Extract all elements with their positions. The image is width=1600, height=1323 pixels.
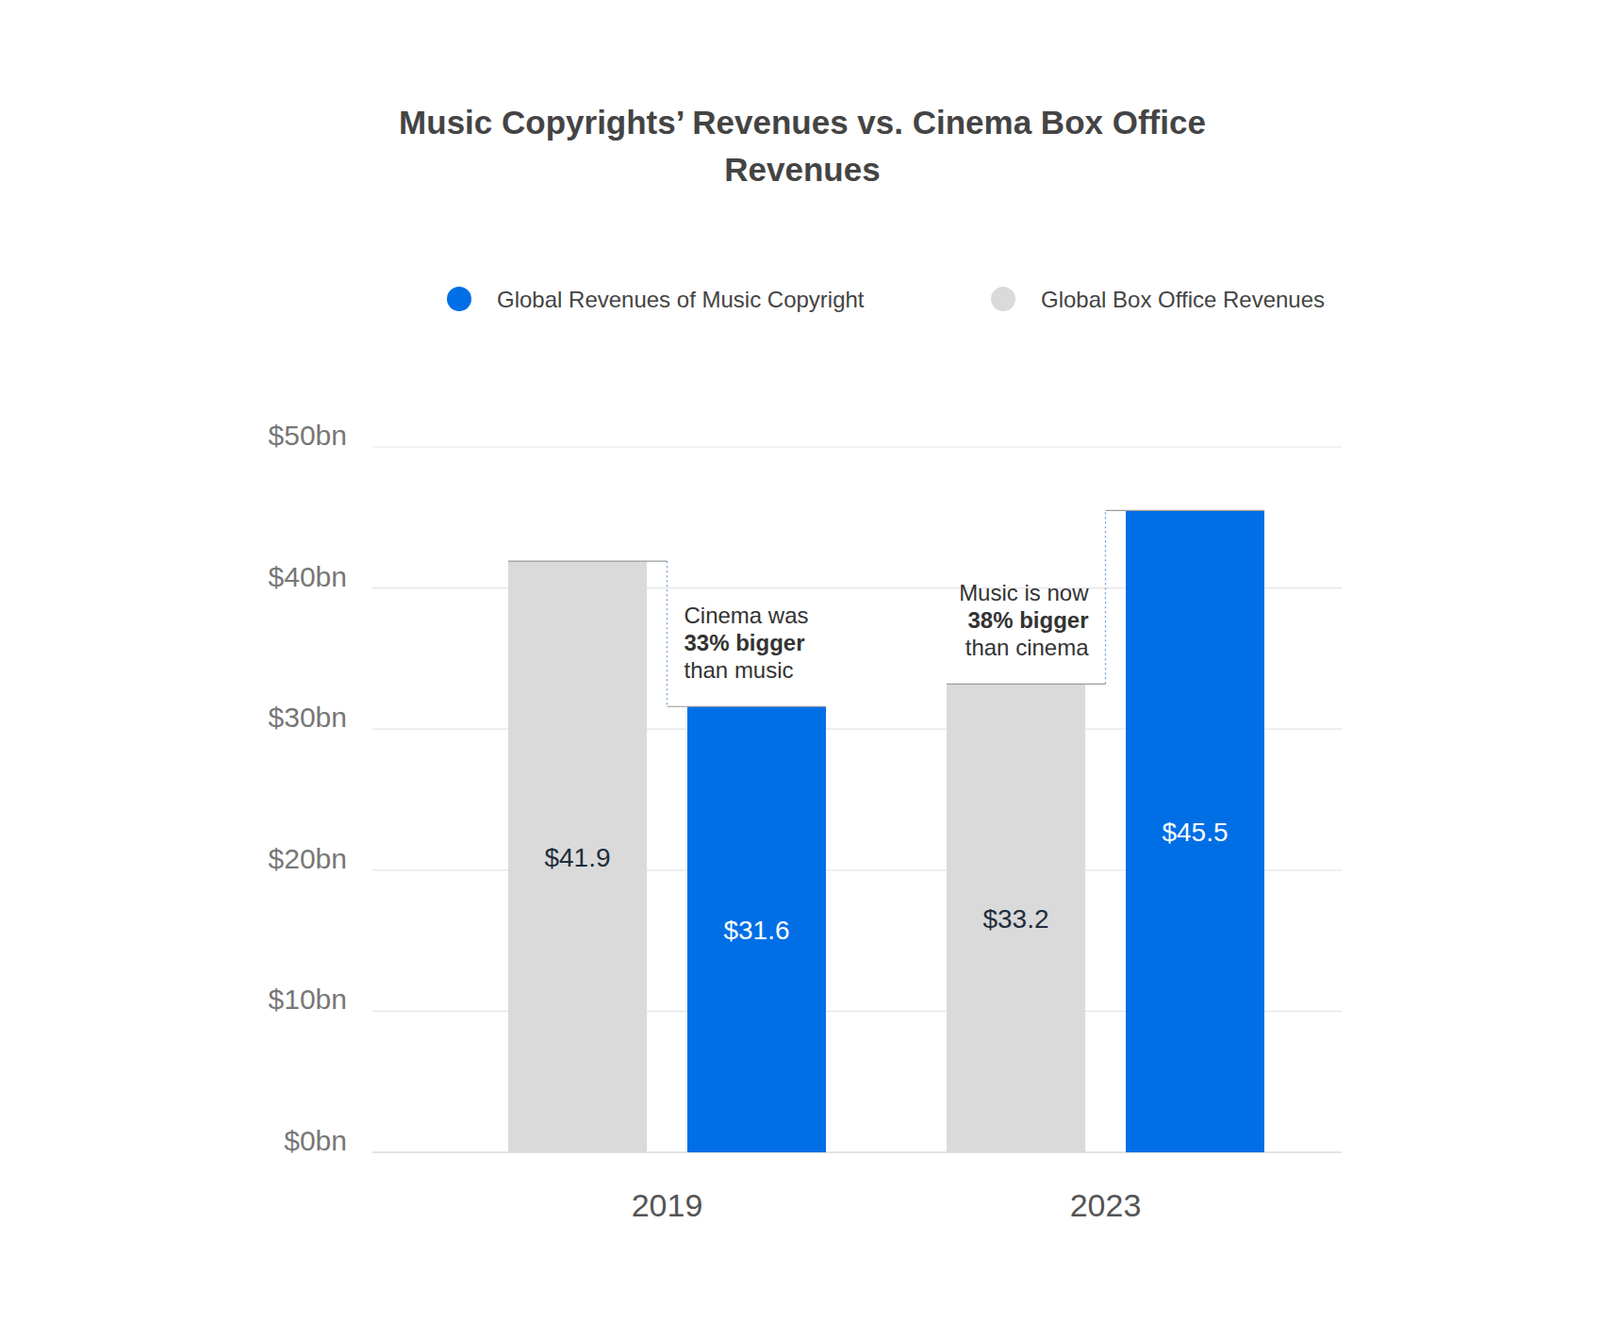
annotation-connector [666, 560, 668, 707]
annotation-text: Cinema was [684, 602, 809, 628]
y-tick-label: $0bn [283, 1124, 347, 1156]
legend-entry: Global Revenues of Music Copyright [446, 286, 865, 313]
bar [687, 706, 826, 1153]
data-label: $31.6 [723, 915, 790, 945]
annotation-text: than music [684, 657, 794, 683]
data-label: $33.2 [982, 904, 1049, 934]
annotation-line [667, 706, 827, 708]
y-tick-label: $50bn [268, 419, 347, 451]
annotation-line [508, 560, 668, 562]
bar [1125, 510, 1265, 1153]
annotation-line [1105, 510, 1266, 512]
x-tick-label: 2023 [1070, 1187, 1142, 1223]
grid-line [372, 445, 1342, 447]
data-label: $45.5 [1161, 817, 1228, 847]
chart-canvas: Music Copyrights’ Revenues vs. Cinema Bo… [0, 0, 1600, 1323]
legend-entry: Global Box Office Revenues [990, 286, 1325, 313]
legend-label: Global Revenues of Music Copyright [496, 286, 865, 313]
bars [508, 510, 1265, 1153]
y-tick-label: $10bn [268, 983, 347, 1015]
y-tick-label: $40bn [268, 560, 347, 593]
annotation-text: 33% bigger [684, 629, 806, 656]
x-tick-label: 2019 [631, 1187, 704, 1223]
legend-label: Global Box Office Revenues [1040, 286, 1325, 313]
y-tick-label: $30bn [268, 701, 347, 733]
legend-swatch [990, 286, 1016, 312]
annotation-text: 38% bigger [967, 607, 1089, 633]
data-label: $41.9 [544, 842, 611, 873]
annotation: Music is now38% biggerthan cinema [946, 510, 1265, 684]
annotation: Cinema was33% biggerthan music [508, 560, 826, 707]
title-line: Music Copyrights’ Revenues vs. Cinema Bo… [398, 103, 1206, 141]
bar [946, 683, 1086, 1153]
bar [508, 560, 647, 1153]
annotation-connector [1105, 510, 1106, 684]
title-line: Revenues [724, 150, 880, 188]
annotation-line [946, 683, 1106, 685]
legend-swatch [446, 286, 472, 312]
annotation-text: Music is now [958, 579, 1089, 606]
annotation-text: than cinema [965, 634, 1089, 660]
y-tick-label: $20bn [268, 842, 347, 875]
chart-title: Music Copyrights’ Revenues vs. Cinema Bo… [398, 103, 1206, 188]
